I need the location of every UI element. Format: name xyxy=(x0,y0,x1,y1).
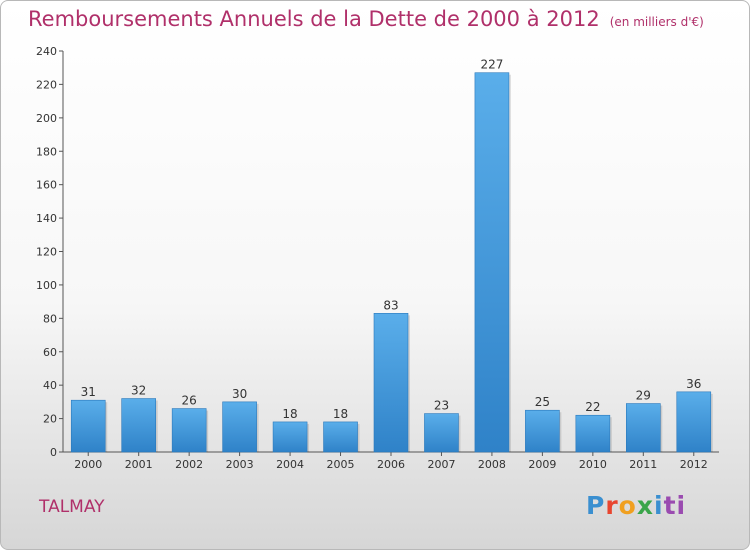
bar xyxy=(323,421,358,453)
bar xyxy=(70,399,106,453)
logo-letter: P xyxy=(586,491,606,520)
data-label: 26 xyxy=(182,394,197,408)
y-tick-label: 60 xyxy=(43,346,57,359)
chart-title: Remboursements Annuels de la Dette de 20… xyxy=(28,7,704,31)
bar xyxy=(272,421,308,453)
y-tick-label: 240 xyxy=(36,45,57,58)
title-text: Remboursements Annuels de la Dette de 20… xyxy=(28,7,600,31)
logo-letter: x xyxy=(636,491,654,520)
y-tick-label: 100 xyxy=(36,279,57,292)
x-tick-label: 2001 xyxy=(125,458,153,471)
x-tick-label: 2008 xyxy=(478,458,506,471)
logo-letter: ti xyxy=(663,491,687,520)
y-tick-label: 140 xyxy=(36,212,57,225)
bar xyxy=(676,391,712,453)
bar-layer: 31 32 26 30 18 18 83 23 227 25 22 29 36 xyxy=(70,58,713,453)
bar xyxy=(121,398,156,453)
y-tick-label: 200 xyxy=(36,112,57,125)
x-tick-label: 2003 xyxy=(226,458,254,471)
town-name: TALMAY xyxy=(39,497,105,517)
logo-letter: o xyxy=(618,491,637,520)
data-label: 83 xyxy=(383,298,398,312)
bar xyxy=(424,413,459,453)
x-tick-label: 2005 xyxy=(327,458,355,471)
x-tick-label: 2006 xyxy=(377,458,405,471)
data-label: 227 xyxy=(480,58,503,72)
unit-note: (en milliers d'€) xyxy=(609,15,704,29)
x-tick-label: 2010 xyxy=(579,458,607,471)
bar xyxy=(171,408,207,453)
data-label: 18 xyxy=(333,407,348,421)
y-tick-label: 160 xyxy=(36,179,57,192)
y-tick-label: 180 xyxy=(36,145,57,158)
data-label: 36 xyxy=(686,377,701,391)
y-tick-label: 20 xyxy=(43,413,57,426)
y-tick-label: 220 xyxy=(36,78,57,91)
bar xyxy=(222,401,257,453)
axis-layer: 0 20 40 60 80 100 120 140 160 180 200 220 240 2000 200… xyxy=(36,45,719,471)
x-tick-label: 2009 xyxy=(528,458,556,471)
x-tick-label: 2000 xyxy=(74,458,102,471)
y-tick-label: 40 xyxy=(43,379,57,392)
logo-letter: i xyxy=(654,491,664,520)
bar xyxy=(525,409,560,453)
bar xyxy=(474,72,510,453)
y-tick-label: 80 xyxy=(43,312,57,325)
bar xyxy=(575,414,611,453)
data-label: 31 xyxy=(81,385,96,399)
proxiti-logo: Proxiti xyxy=(586,491,686,520)
data-label: 29 xyxy=(636,389,651,403)
data-label: 22 xyxy=(585,400,600,414)
data-label: 18 xyxy=(282,407,297,421)
data-label: 25 xyxy=(535,395,550,409)
y-tick-label: 120 xyxy=(36,246,57,259)
y-tick-label: 0 xyxy=(50,446,57,459)
data-label: 32 xyxy=(131,384,146,398)
logo-letter: r xyxy=(605,491,619,520)
x-tick-label: 2002 xyxy=(175,458,203,471)
x-tick-label: 2011 xyxy=(629,458,657,471)
data-label: 23 xyxy=(434,399,449,413)
data-label: 30 xyxy=(232,387,247,401)
x-tick-label: 2004 xyxy=(276,458,304,471)
x-tick-label: 2007 xyxy=(427,458,455,471)
bar xyxy=(626,403,661,453)
x-tick-label: 2012 xyxy=(680,458,708,471)
bar xyxy=(373,313,409,453)
